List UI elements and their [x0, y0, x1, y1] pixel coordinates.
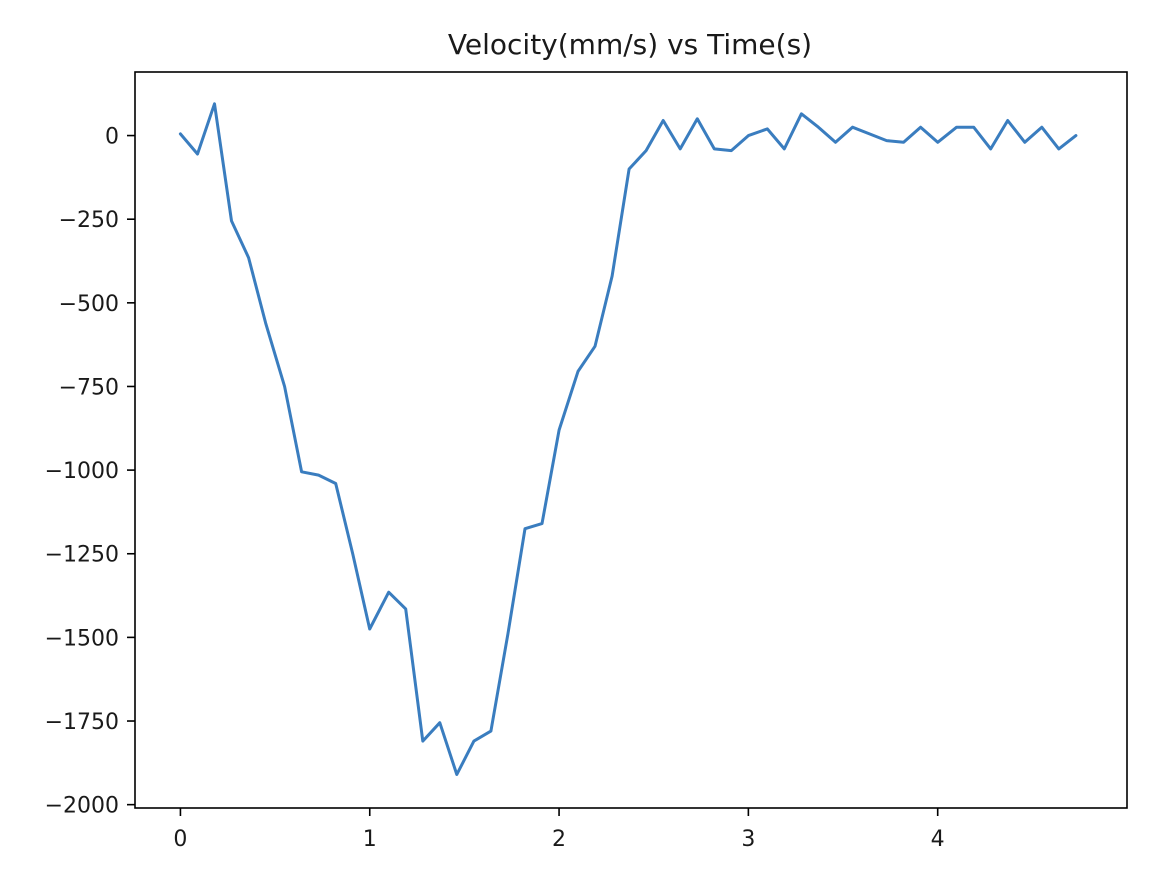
y-tick-label: −1750: [45, 710, 119, 735]
y-tick-label: −500: [59, 292, 119, 317]
y-tick-label: −250: [59, 208, 119, 233]
y-tick-label: −1000: [45, 459, 119, 484]
y-tick-label: −1500: [45, 626, 119, 651]
y-tick-label: −750: [59, 375, 119, 400]
y-tick-label: −1250: [45, 543, 119, 568]
velocity-series-line: [178, 102, 1078, 776]
plot-frame: [134, 71, 1128, 809]
y-tick-label: −2000: [45, 794, 119, 819]
y-tick-label: 0: [105, 125, 119, 150]
chart-title: Velocity(mm/s) vs Time(s): [448, 28, 812, 61]
x-tick-label: 0: [173, 827, 187, 852]
x-tick-label: 4: [931, 827, 945, 852]
x-tick-label: 2: [552, 827, 566, 852]
x-tick-label: 3: [741, 827, 755, 852]
x-tick-label: 1: [363, 827, 377, 852]
